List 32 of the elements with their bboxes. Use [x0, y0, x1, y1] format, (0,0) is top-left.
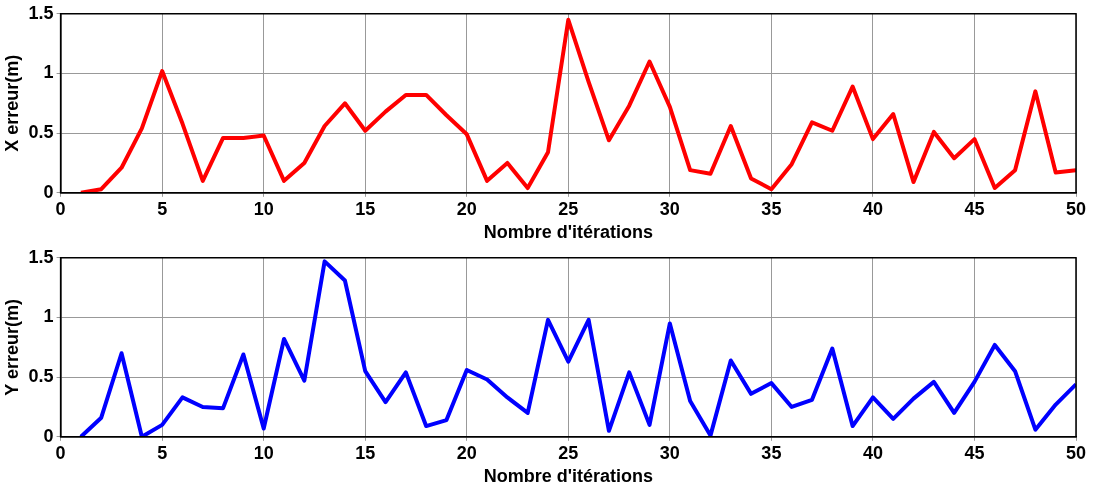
y-tick-label: 1 [43, 306, 54, 327]
x-tick-label: 30 [659, 198, 680, 219]
y-tick-label: 1 [43, 62, 54, 83]
y-axis-title: X erreur(m) [1, 54, 22, 152]
x-tick-label: 20 [456, 442, 477, 463]
y-axis-title: Y erreur(m) [1, 298, 22, 396]
y-tick-label: 1.5 [28, 246, 54, 267]
x-tick-label: 45 [964, 442, 985, 463]
x-tick-label: 30 [659, 442, 680, 463]
x-tick-label: 40 [862, 442, 883, 463]
x-tick-label: 40 [862, 198, 883, 219]
x-tick-label: 25 [558, 442, 579, 463]
x-tick-label: 45 [964, 198, 985, 219]
x-tick-label: 5 [157, 198, 168, 219]
x-tick-label: 10 [253, 198, 274, 219]
x-tick-label: 15 [355, 442, 376, 463]
y-tick-label: 0 [43, 425, 54, 446]
y-tick-label: 0 [43, 181, 54, 202]
x-tick-label: 15 [355, 198, 376, 219]
x-tick-label: 35 [761, 442, 782, 463]
x-tick-label: 10 [253, 442, 274, 463]
x-tick-label: 20 [456, 198, 477, 219]
x-axis-title: Nombre d'itérations [483, 222, 653, 243]
x-tick-label: 50 [1065, 198, 1087, 219]
x-tick-label: 25 [558, 198, 579, 219]
y-tick-label: 0.5 [28, 122, 54, 143]
x-tick-label: 5 [157, 442, 168, 463]
x-axis-title: Nombre d'itérations [483, 466, 653, 487]
x-tick-label: 35 [761, 198, 782, 219]
x-tick-label: 50 [1065, 442, 1087, 463]
y-tick-label: 0.5 [28, 366, 54, 387]
y-tick-label: 1.5 [28, 2, 54, 23]
